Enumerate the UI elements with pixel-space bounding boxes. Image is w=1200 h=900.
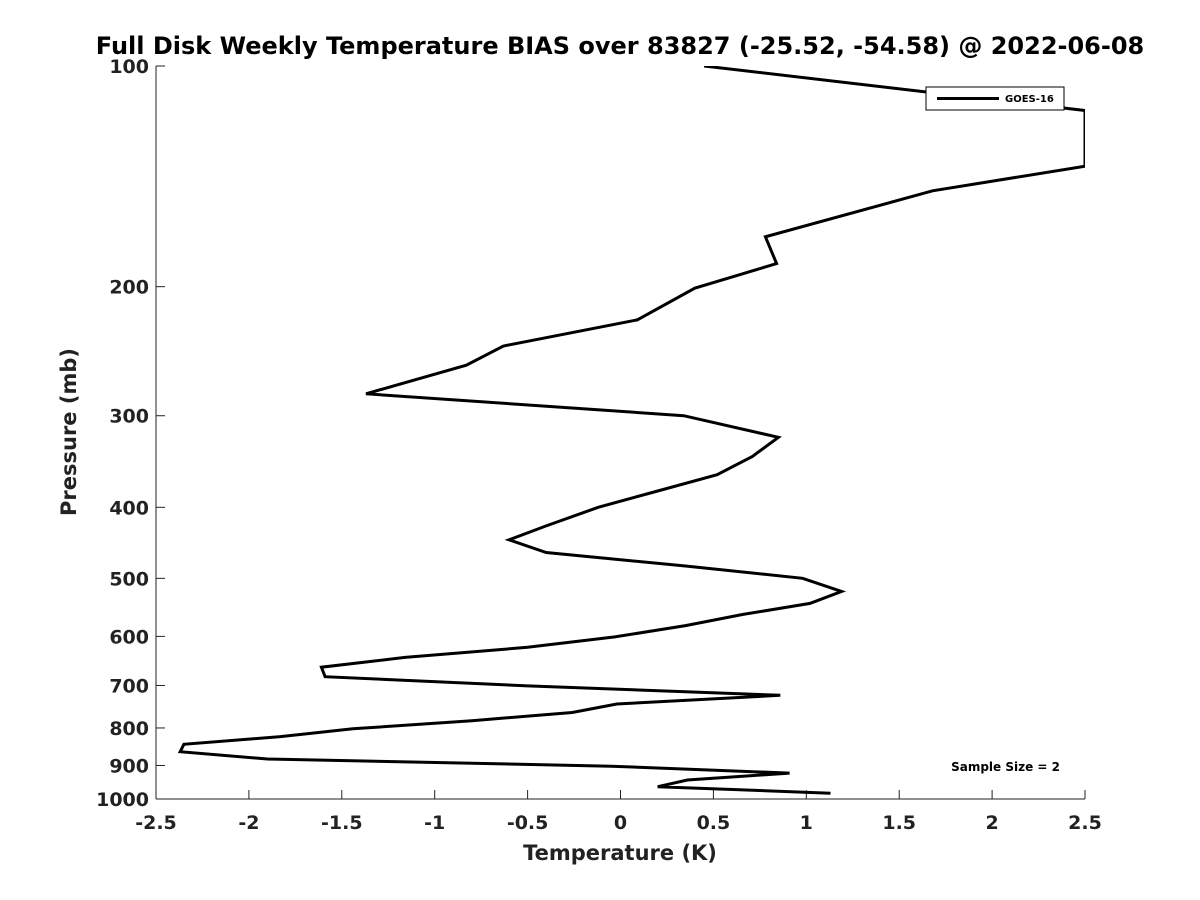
sample-size-annotation: Sample Size = 2 xyxy=(951,760,1060,774)
legend: GOES-16 xyxy=(925,86,1065,111)
y-tick-label: 800 xyxy=(109,718,149,740)
x-tick-label: 2 xyxy=(985,812,998,834)
legend-label-goes-16: GOES-16 xyxy=(1005,94,1054,105)
y-tick-label: 100 xyxy=(109,56,149,78)
y-tick-label: 600 xyxy=(109,626,149,648)
y-tick-label: 200 xyxy=(109,277,149,299)
x-axis: -2.5 -2 -1.5 -1 -0.5 0 0.5 1 1.5 2 2.5 xyxy=(135,790,1102,834)
y-tick-label: 1000 xyxy=(96,789,149,811)
x-tick-label: 2.5 xyxy=(1068,812,1102,834)
y-axis: 100 200 300 400 500 600 700 800 900 1000 xyxy=(96,56,165,811)
series-layer xyxy=(177,66,1085,795)
x-tick-label: 1.5 xyxy=(882,812,916,834)
x-axis-label: Temperature (K) xyxy=(523,841,717,865)
y-tick-label: 700 xyxy=(109,675,149,697)
y-tick-label: 500 xyxy=(109,568,149,590)
x-tick-label: -2.5 xyxy=(135,812,177,834)
x-tick-label: -2 xyxy=(238,812,259,834)
x-tick-label: 0 xyxy=(614,812,627,834)
y-tick-label: 300 xyxy=(109,406,149,428)
x-tick-label: 1 xyxy=(800,812,813,834)
x-tick-label: -1 xyxy=(424,812,445,834)
x-tick-label: -1.5 xyxy=(321,812,363,834)
y-tick-label: 900 xyxy=(109,755,149,777)
x-tick-label: 0.5 xyxy=(697,812,731,834)
chart-title: Full Disk Weekly Temperature BIAS over 8… xyxy=(96,32,1144,60)
x-tick-label: -0.5 xyxy=(507,812,549,834)
y-tick-label: 400 xyxy=(109,497,149,519)
series-line-goes-16 xyxy=(177,66,1085,795)
y-axis-label: Pressure (mb) xyxy=(57,348,81,516)
